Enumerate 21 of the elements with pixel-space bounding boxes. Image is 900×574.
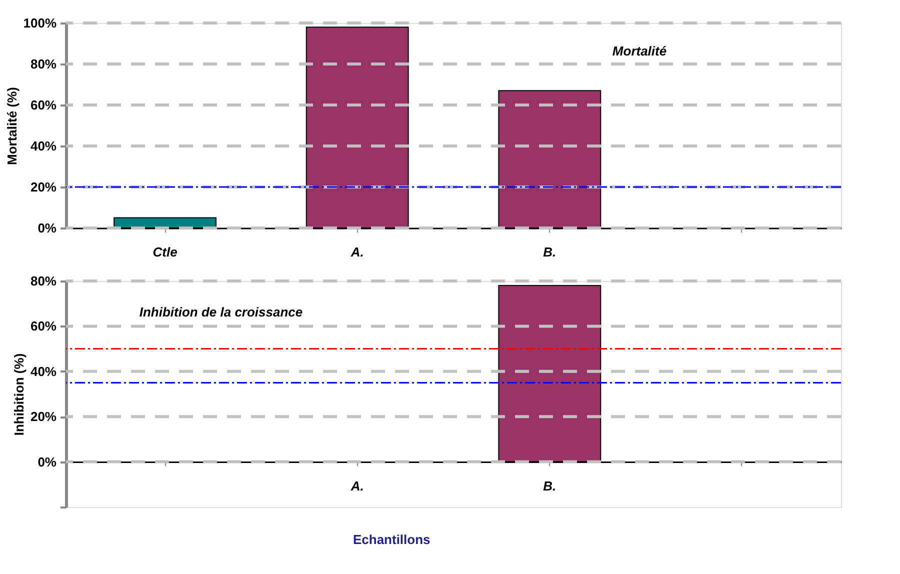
y-tick-label: 0% [38, 220, 57, 236]
x-tick-label: A. [350, 244, 364, 260]
y-tick-label: 100% [23, 16, 57, 30]
y-tick-label: 80% [30, 274, 57, 288]
y-tick-label: 0% [38, 454, 57, 470]
y-tick-label: 40% [30, 364, 57, 379]
y-tick-label: 20% [30, 180, 57, 194]
y-tick-label: 40% [30, 138, 57, 154]
y-axis-title: Mortalité (%) [4, 87, 20, 165]
annotation: Inhibition de la croissance [139, 304, 303, 320]
x-axis-title: Echantillons [352, 532, 430, 547]
y-tick-label: 20% [30, 409, 57, 424]
x-tick-label: A. [350, 478, 364, 494]
x-tick-label: Ctle [152, 244, 178, 260]
y-tick-label: 80% [30, 56, 57, 72]
y-tick-label: 60% [30, 318, 57, 334]
x-tick-label: B. [543, 244, 556, 260]
y-tick-label: 60% [30, 98, 57, 112]
x-tick-label: B. [543, 478, 556, 494]
y-axis-title: Inhibition (%) [11, 353, 26, 436]
annotation: Mortalité [612, 44, 667, 59]
